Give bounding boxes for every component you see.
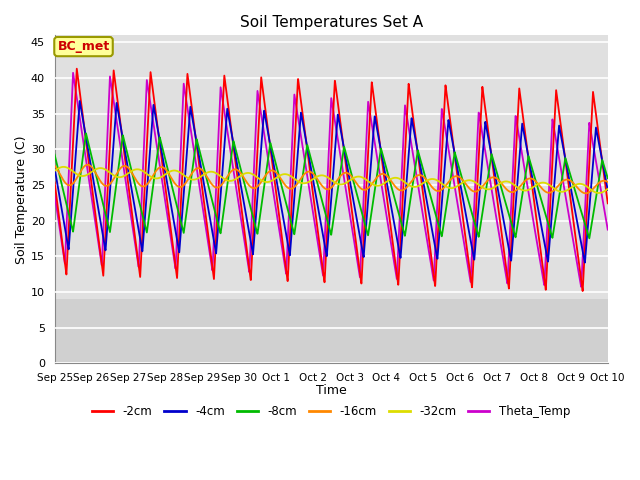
Title: Soil Temperatures Set A: Soil Temperatures Set A [239,15,423,30]
-16cm [51,163,58,168]
-8cm [604,174,611,180]
-4cm [311,186,319,192]
-32cm [604,186,612,192]
Line: Theta_Temp: Theta_Temp [54,73,608,287]
-2cm [51,180,58,185]
-4cm [487,147,495,153]
-2cm [73,66,81,72]
Theta_Temp [311,220,319,226]
-2cm [311,204,319,209]
Line: -16cm: -16cm [54,165,608,193]
Line: -32cm: -32cm [54,167,608,193]
-16cm [604,179,611,185]
-8cm [51,152,58,157]
Theta_Temp [487,180,495,186]
-8cm [82,131,90,136]
-4cm [581,260,589,265]
-32cm [595,190,603,196]
Legend: -2cm, -4cm, -8cm, -16cm, -32cm, Theta_Temp: -2cm, -4cm, -8cm, -16cm, -32cm, Theta_Te… [88,401,575,423]
Theta_Temp [604,227,612,232]
Theta_Temp [69,70,77,76]
-8cm [311,170,319,176]
Theta_Temp [425,247,433,252]
-16cm [582,191,589,196]
-16cm [455,174,463,180]
-16cm [425,180,433,186]
-16cm [487,175,495,181]
-16cm [604,179,612,185]
-4cm [604,187,612,193]
-16cm [311,172,319,178]
-32cm [455,182,463,188]
-8cm [604,175,612,181]
-32cm [60,164,67,170]
Bar [54,299,608,363]
-32cm [51,168,58,174]
-4cm [51,165,58,171]
-2cm [604,201,612,206]
Text: BC_met: BC_met [58,40,109,53]
Theta_Temp [455,211,463,217]
Line: -8cm: -8cm [54,133,608,239]
-32cm [311,175,319,181]
-2cm [487,146,495,152]
-4cm [150,106,158,111]
-2cm [455,187,463,192]
-8cm [425,186,433,192]
Line: -2cm: -2cm [54,69,608,291]
Theta_Temp [577,284,585,289]
-8cm [150,175,158,181]
-8cm [487,158,495,164]
-4cm [76,98,84,104]
-2cm [604,197,611,203]
-2cm [150,97,158,103]
-16cm [150,171,158,177]
Theta_Temp [51,192,58,197]
Theta_Temp [150,125,158,131]
-8cm [455,165,463,171]
Theta_Temp [604,224,611,229]
-32cm [604,187,611,192]
Y-axis label: Soil Temperature (C): Soil Temperature (C) [15,135,28,264]
Line: -4cm: -4cm [54,101,608,263]
-32cm [425,177,433,183]
-16cm [84,162,92,168]
-2cm [579,288,586,294]
-4cm [604,184,611,190]
-32cm [150,175,158,181]
X-axis label: Time: Time [316,384,347,397]
-4cm [425,208,433,214]
-32cm [487,186,495,192]
-2cm [425,233,433,239]
-8cm [586,236,593,241]
-4cm [455,176,463,181]
